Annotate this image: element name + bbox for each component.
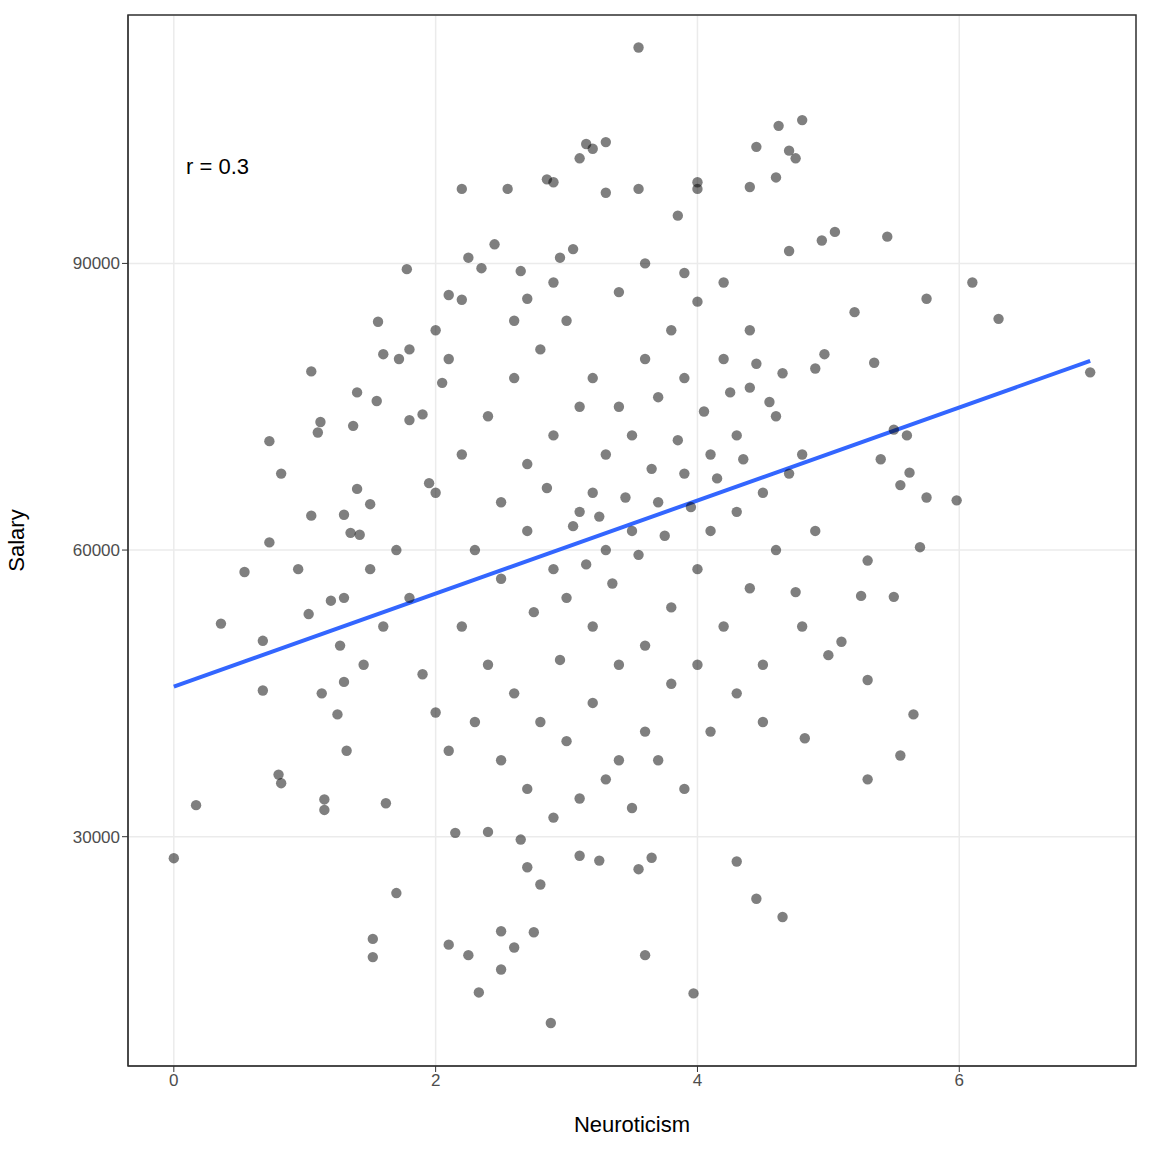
html-text:r = 0.3: r = 0.3	[186, 154, 249, 179]
svg-text:60000: 60000	[73, 541, 120, 560]
svg-text:90000: 90000	[73, 254, 120, 273]
svg-text:2: 2	[431, 1071, 440, 1090]
svg-text:Neuroticism: Neuroticism	[574, 1112, 690, 1137]
svg-text:6: 6	[955, 1071, 964, 1090]
svg-text:Salary: Salary	[8, 509, 29, 571]
svg-text:4: 4	[693, 1071, 702, 1090]
svg-text:30000: 30000	[73, 828, 120, 847]
svg-text:0: 0	[169, 1071, 178, 1090]
